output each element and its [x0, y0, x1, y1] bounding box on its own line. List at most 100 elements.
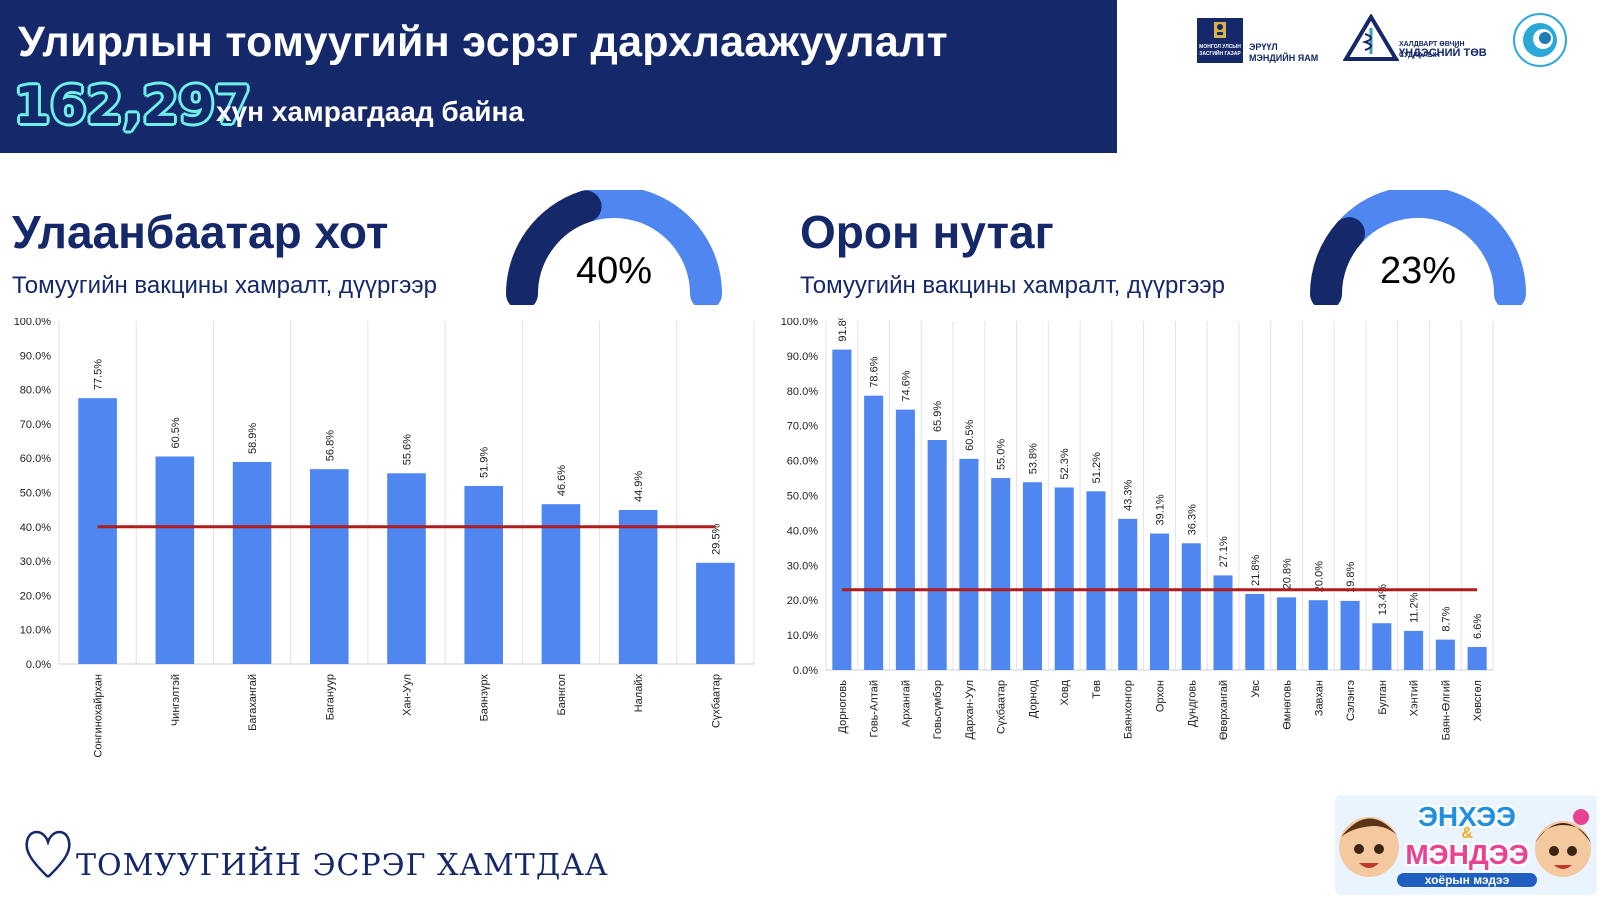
- city-y-tick-label: 90.0%: [20, 350, 51, 362]
- city-category-label: Чингэлтэй: [170, 674, 182, 726]
- rural-bar-chart: 0.0% 10.0% 20.0% 30.0% 40.0% 50.0% 60.0% 70.0% 8…: [780, 310, 1600, 763]
- rural-category-label: Архангай: [900, 680, 912, 727]
- city-bar: [618, 509, 658, 664]
- rural-category-label: Булган: [1377, 680, 1389, 715]
- city-category-label: Налайх: [633, 674, 645, 713]
- city-bar-chart: 0.0% 10.0% 20.0% 30.0% 40.0% 50.0% 60.0% 70.0% 8…: [0, 316, 760, 788]
- rural-gauge-label: 23%: [1379, 250, 1457, 292]
- ministry-emblem-icon: МОНГОЛ УЛСЫН ЗАСГИЙН ГАЗАР: [1197, 18, 1243, 63]
- header-banner: Улирлын томуугийн эсрэг дархлаажуулалт 1…: [0, 0, 1117, 153]
- vaccinated-count: 162,297: [14, 76, 251, 136]
- city-bar: [541, 504, 581, 664]
- city-category-label: Баянгол: [556, 674, 568, 715]
- ministry-name-line-1: ЭРҮҮЛ: [1249, 42, 1278, 52]
- campaign-brand-text: ТОМУУГИЙН ЭСРЭГ ХАМТДАА: [76, 848, 609, 883]
- city-y-tick-label: 20.0%: [20, 590, 51, 602]
- rural-bar: [959, 458, 979, 670]
- city-category-label: Сонгинохайрхан: [93, 674, 105, 758]
- rural-bar-value-label: 13.4%: [1377, 584, 1389, 615]
- rural-category-label: Хэнтий: [1409, 680, 1421, 716]
- rural-bar: [991, 478, 1011, 670]
- city-category-label: Хан-Уул: [402, 674, 414, 716]
- rural-gauge-fill: [1310, 217, 1365, 310]
- rural-bar-value-label: 55.0%: [996, 439, 1008, 470]
- rural-bar-value-label: 11.2%: [1409, 592, 1421, 623]
- city-bar: [387, 473, 426, 664]
- mascot-name-1: ЭНХЭЭ: [1418, 801, 1516, 832]
- city-y-tick-label: 50.0%: [20, 488, 51, 500]
- center-logo: ХАЛДВАРТ ӨВЧИН СУДЛАЛЫН ҮНДЭСНИЙ ТӨВ: [1343, 14, 1493, 64]
- rural-gauge: 23%: [1304, 186, 1532, 310]
- mascot-ampersand: &: [1461, 825, 1473, 842]
- vaccinated-count-caption: хүн хамрагдаад байна: [216, 96, 524, 127]
- city-bar-value-label: 60.5%: [170, 417, 182, 448]
- rural-y-tick-label: 100.0%: [781, 318, 819, 328]
- mascot-name-2: МЭНДЭЭ: [1405, 839, 1529, 870]
- rural-y-tick-label: 10.0%: [787, 630, 818, 642]
- city-category-label: Багахангай: [247, 674, 259, 731]
- ministry-logo: МОНГОЛ УЛСЫН ЗАСГИЙН ГАЗАР ЭРҮҮЛ МЭНДИЙН…: [1197, 18, 1334, 63]
- rural-category-label: Увс: [1250, 680, 1262, 698]
- rural-bar: [1435, 639, 1455, 670]
- rural-category-label: Ховд: [1059, 679, 1071, 705]
- mascot-banner: ЭНХЭЭ & МЭНДЭЭ хоёрын мэдээ: [1335, 795, 1597, 895]
- city-bar-value-label: 55.6%: [402, 434, 414, 465]
- city-category-label: Багануур: [324, 674, 336, 720]
- rural-category-label: Завхан: [1313, 680, 1325, 716]
- rural-bar: [1404, 630, 1424, 670]
- rural-y-tick-label: 50.0%: [787, 491, 818, 503]
- city-y-tick-label: 100.0%: [14, 318, 52, 328]
- rural-bar: [1054, 487, 1074, 670]
- medical-triangle-icon: [1343, 14, 1399, 61]
- rural-category-label: Сүхбаатар: [996, 680, 1008, 734]
- rural-bar-value-label: 65.9%: [932, 401, 944, 432]
- rural-category-label: Дорнод: [1027, 679, 1039, 718]
- rural-bar: [832, 349, 852, 670]
- rural-bar: [895, 409, 915, 670]
- rural-bar-value-label: 21.8%: [1250, 555, 1262, 586]
- city-category-label: Баянзүрх: [479, 674, 491, 722]
- rural-category-label: Орхон: [1155, 680, 1167, 712]
- rural-bar-value-label: 60.5%: [964, 419, 976, 450]
- rural-bar: [864, 395, 884, 670]
- rural-y-tick-label: 20.0%: [787, 595, 818, 607]
- city-bar-value-label: 44.9%: [633, 471, 645, 502]
- rural-bar: [1340, 600, 1360, 670]
- rural-category-label: Сэлэнгэ: [1345, 680, 1357, 721]
- rural-bar: [1213, 575, 1233, 670]
- heart-icon: [25, 830, 71, 878]
- rural-bar-value-label: 6.6%: [1472, 614, 1484, 639]
- city-bar-value-label: 51.9%: [479, 447, 491, 478]
- rural-bar: [1308, 600, 1328, 670]
- ministry-name-line-2: МЭНДИЙН ЯАМ: [1249, 53, 1319, 63]
- rural-category-label: Дундговь: [1186, 680, 1198, 727]
- rural-bar-value-label: 20.8%: [1282, 558, 1294, 589]
- rural-category-label: Дорноговь: [837, 680, 849, 734]
- center-name-line-2: ҮНДЭСНИЙ ТӨВ: [1399, 47, 1487, 59]
- rural-bar: [1467, 646, 1487, 670]
- city-bar-value-label: 29.5%: [710, 523, 722, 554]
- city-bar: [155, 456, 195, 664]
- rural-section-subtitle: Томуугийн вакцины хамралт, дүүргээр: [800, 272, 1225, 299]
- city-y-tick-label: 80.0%: [20, 385, 51, 397]
- rural-bar-value-label: 74.6%: [900, 370, 912, 401]
- rural-bar-value-label: 8.7%: [1440, 606, 1452, 631]
- rural-bar-value-label: 27.1%: [1218, 536, 1230, 567]
- ministry-badge-line-2: ЗАСГИЙН ГАЗАР: [1199, 51, 1241, 57]
- city-gauge-fill: [506, 190, 602, 310]
- rural-bar: [1372, 623, 1392, 670]
- city-bar-value-label: 56.8%: [324, 430, 336, 461]
- rural-bar: [1118, 518, 1138, 670]
- rural-category-label: Дархан-Уул: [964, 680, 976, 739]
- city-y-tick-label: 60.0%: [20, 453, 51, 465]
- city-bar: [464, 485, 504, 664]
- rural-bar: [927, 440, 947, 670]
- rural-gauge-track: [1332, 186, 1526, 310]
- rural-bar-value-label: 20.0%: [1313, 561, 1325, 592]
- rural-bar-value-label: 51.2%: [1091, 452, 1103, 483]
- city-bar: [78, 398, 117, 664]
- city-y-tick-label: 0.0%: [26, 659, 51, 671]
- city-bar: [232, 461, 272, 664]
- city-bar: [309, 469, 349, 664]
- rural-bar: [1181, 543, 1201, 670]
